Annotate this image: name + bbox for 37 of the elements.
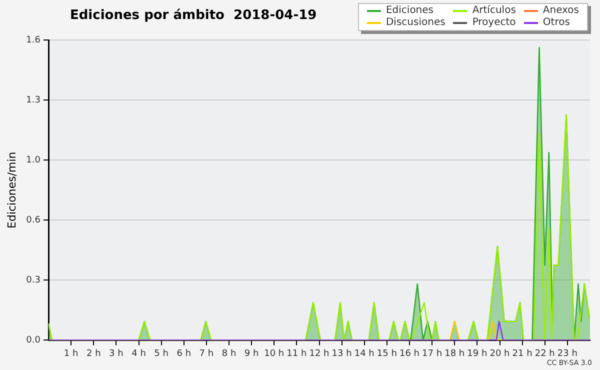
x-tick-label: 18 h xyxy=(444,348,465,359)
legend-label: Proyecto xyxy=(472,17,516,29)
x-tick-label: 4 h xyxy=(132,348,146,359)
y-tick-label: 1.6 xyxy=(26,35,41,46)
x-tick-label: 2 h xyxy=(86,348,101,359)
x-tick-label: 11 h xyxy=(286,348,307,359)
y-tick-label: 0.0 xyxy=(26,336,41,346)
x-tick-label: 20 h xyxy=(490,348,510,359)
x-tick-label: 21 h xyxy=(512,348,532,359)
legend-label: Anexos xyxy=(542,5,579,17)
x-tick-label: 19 h xyxy=(467,348,488,359)
x-tick-label: 17 h xyxy=(422,348,442,359)
x-tick-label: 1 h xyxy=(64,348,78,359)
y-tick-label: 1.3 xyxy=(26,95,41,106)
x-tick-label: 7 h xyxy=(199,348,214,359)
legend-label: Discusiones xyxy=(386,17,446,29)
x-tick-label: 23 h xyxy=(557,348,578,359)
x-tick-label: 13 h xyxy=(332,348,352,359)
x-tick-label: 6 h xyxy=(176,348,192,359)
x-tick-label: 5 h xyxy=(154,348,168,359)
x-tick-label: 8 h xyxy=(222,348,236,359)
x-tick-label: 15 h xyxy=(376,348,397,359)
legend-label: Artículos xyxy=(472,5,516,17)
x-tick-label: 16 h xyxy=(399,348,420,359)
x-tick-label: 9 h xyxy=(244,348,259,359)
x-tick-label: 12 h xyxy=(309,348,330,359)
y-axis-title: Ediciones/min xyxy=(5,152,18,228)
x-tick-label: 3 h xyxy=(109,348,124,359)
legend-label: Ediciones xyxy=(386,5,434,17)
y-tick-label: 1.0 xyxy=(26,155,41,166)
x-tick-label: 14 h xyxy=(354,348,374,359)
y-tick-label: 0.3 xyxy=(26,276,41,286)
y-tick-label: 0.6 xyxy=(26,215,41,226)
x-tick-label: 10 h xyxy=(264,348,284,359)
x-tick-label: 22 h xyxy=(534,348,555,359)
chart-title: Ediciones por ámbito 2018-04-19 xyxy=(70,8,317,23)
legend-label: Otros xyxy=(542,17,570,29)
